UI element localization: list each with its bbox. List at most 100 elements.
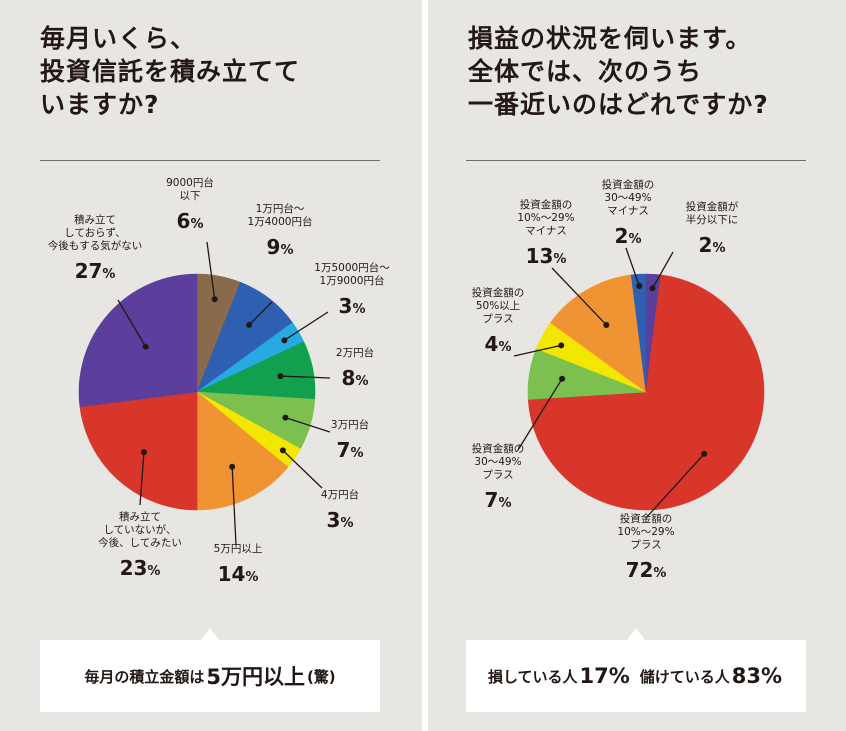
left-slice-value-6: 14%	[218, 562, 259, 586]
left-leader-line-6	[231, 466, 237, 546]
right-question-line-2: 全体では、次のうち	[468, 57, 703, 86]
right-slices	[527, 273, 765, 511]
left-panel: 毎月いくら、 投資信託を積み立てて いますか? 9000円台 以下 6% 1万円台〜 1…	[0, 0, 422, 731]
right-callout-box: 損している人 17% 儲けている人 83%	[466, 640, 806, 712]
right-slice-label-5-line-0: 投資金額の	[602, 178, 655, 191]
right-leader-line-5	[625, 247, 640, 287]
right-pie-chart: 投資金額が半分以下に2%投資金額の10%〜29%プラス72%投資金額の30〜49…	[472, 178, 765, 582]
left-slice-value-8: 27%	[75, 259, 116, 283]
left-question-line-1: 毎月いくら、	[40, 24, 197, 53]
left-slice-label-8-line-0: 積み立て	[74, 213, 116, 226]
right-leader-dot-1	[701, 450, 708, 457]
right-leader-line-2	[517, 378, 563, 451]
left-callout-pointer	[201, 628, 219, 640]
left-slice-label-6-line-0: 5万円以上	[214, 543, 263, 555]
left-slice-label-7-line-0: 積み立て	[119, 510, 161, 523]
left-slice-label-1-line-1: 1万4000円台	[248, 215, 313, 228]
left-slice-label-2-line-0: 1万5000円台〜	[314, 261, 390, 274]
right-slice-label-4-line-2: マイナス	[525, 225, 567, 237]
left-leader-dot-0	[211, 296, 218, 303]
left-callout-prefix: 毎月の積立金額は	[84, 667, 205, 686]
left-slice-label-1-line-0: 1万円台〜	[256, 202, 305, 215]
right-slice-value-4: 13%	[526, 244, 567, 268]
right-callout-loss-value: 17%	[579, 664, 630, 688]
left-slice-8	[78, 273, 198, 408]
right-leader-line-3	[513, 344, 562, 357]
left-slice-value-1: 9%	[267, 235, 294, 259]
right-leader-dot-4	[603, 321, 610, 328]
right-slice-value-5: 2%	[615, 224, 642, 248]
right-question-line-1: 損益の状況を伺います。	[468, 24, 752, 53]
right-leader-dot-3	[558, 342, 565, 349]
left-slice-label-8-line-2: 今後もする気がない	[48, 239, 143, 252]
left-question-line-2: 投資信託を積み立てて	[40, 57, 301, 86]
right-leader-line-4	[551, 267, 607, 326]
left-slice-label-7-line-1: していないが、	[104, 523, 177, 536]
left-slice-value-2: 3%	[339, 294, 366, 318]
left-leader-dot-7	[140, 449, 147, 456]
right-callout-loss-label: 損している人	[487, 667, 578, 686]
left-leader-line-8	[117, 299, 147, 348]
left-callout-emphasis: 5万円以上	[206, 665, 305, 689]
left-leader-line-4	[285, 417, 331, 433]
left-slice-label-5-line-0: 4万円台	[321, 488, 359, 501]
right-slice-label-0-line-1: 半分以下に	[686, 213, 739, 226]
left-slice-7	[79, 391, 198, 511]
right-slice-label-2-line-0: 投資金額の	[472, 442, 525, 455]
right-callout-gain-value: 83%	[731, 664, 783, 688]
right-slice-label-1-line-1: 10%〜29%	[617, 526, 674, 538]
left-slice-value-0: 6%	[177, 209, 204, 233]
right-slice-label-1-line-2: プラス	[630, 539, 661, 551]
left-leader-dot-3	[277, 373, 284, 380]
left-slice-value-7: 23%	[120, 556, 161, 580]
right-leader-dot-5	[636, 283, 643, 290]
left-slice-6	[196, 391, 289, 511]
right-labels: 投資金額が半分以下に2%投資金額の10%〜29%プラス72%投資金額の30〜49…	[472, 178, 739, 582]
left-slice-value-5: 3%	[327, 508, 354, 532]
left-slice-label-0-line-1: 以下	[180, 190, 201, 202]
right-slice-4	[550, 274, 647, 393]
left-slice-label-4-line-0: 3万円台	[331, 418, 369, 431]
right-slice-label-1-line-0: 投資金額の	[620, 512, 673, 525]
left-leader-line-2	[283, 311, 329, 341]
left-callout-suffix: (驚)	[306, 667, 336, 686]
left-slice-label-3-line-0: 2万円台	[336, 346, 374, 359]
right-leader-line-1	[645, 453, 705, 519]
right-slice-label-0-line-0: 投資金額が	[686, 200, 739, 213]
right-slice-label-3-line-2: プラス	[482, 313, 513, 325]
left-leader-line-5	[282, 449, 323, 489]
left-question-title: 毎月いくら、 投資信託を積み立てて いますか?	[40, 22, 400, 121]
right-slice-label-4-line-1: 10%〜29%	[517, 212, 574, 224]
left-slice-label-8-line-1: しておらず、	[64, 227, 125, 239]
left-leader-line-0	[206, 241, 216, 300]
right-slice-label-3-line-1: 50%以上	[476, 300, 520, 312]
right-slice-label-5-line-2: マイナス	[607, 205, 649, 217]
right-leader-dot-0	[649, 285, 656, 292]
right-slice-label-4-line-0: 投資金額の	[520, 198, 573, 211]
right-slice-value-1: 72%	[626, 558, 667, 582]
right-leader-dot-2	[559, 375, 566, 382]
left-slice-label-0-line-0: 9000円台	[166, 176, 214, 189]
right-question-title: 損益の状況を伺います。 全体では、次のうち 一番近いのはどれですか?	[468, 22, 828, 121]
left-question-line-3: いますか?	[40, 90, 160, 119]
right-panel: 損益の状況を伺います。 全体では、次のうち 一番近いのはどれですか? 投資金額が…	[428, 0, 846, 731]
left-slice-label-2-line-1: 1万9000円台	[320, 274, 385, 287]
left-leader-line-1	[248, 301, 273, 326]
left-divider	[40, 160, 380, 161]
left-leader-dot-8	[142, 343, 149, 350]
left-leader-dot-5	[279, 447, 286, 454]
right-divider	[466, 160, 806, 161]
right-question-line-3: 一番近いのはどれですか?	[468, 90, 769, 119]
right-slice-value-3: 4%	[485, 332, 512, 356]
right-leader-line-0	[651, 251, 674, 289]
right-slice-value-0: 2%	[699, 233, 726, 257]
left-callout-box: 毎月の積立金額は 5万円以上 (驚)	[40, 640, 380, 712]
right-slice-5	[630, 273, 647, 393]
left-leader-dot-2	[281, 337, 288, 344]
left-leader-line-3	[280, 375, 331, 379]
left-leader-line-7	[139, 452, 145, 506]
left-leader-dot-4	[282, 414, 289, 421]
right-slice-value-2: 7%	[485, 488, 512, 512]
